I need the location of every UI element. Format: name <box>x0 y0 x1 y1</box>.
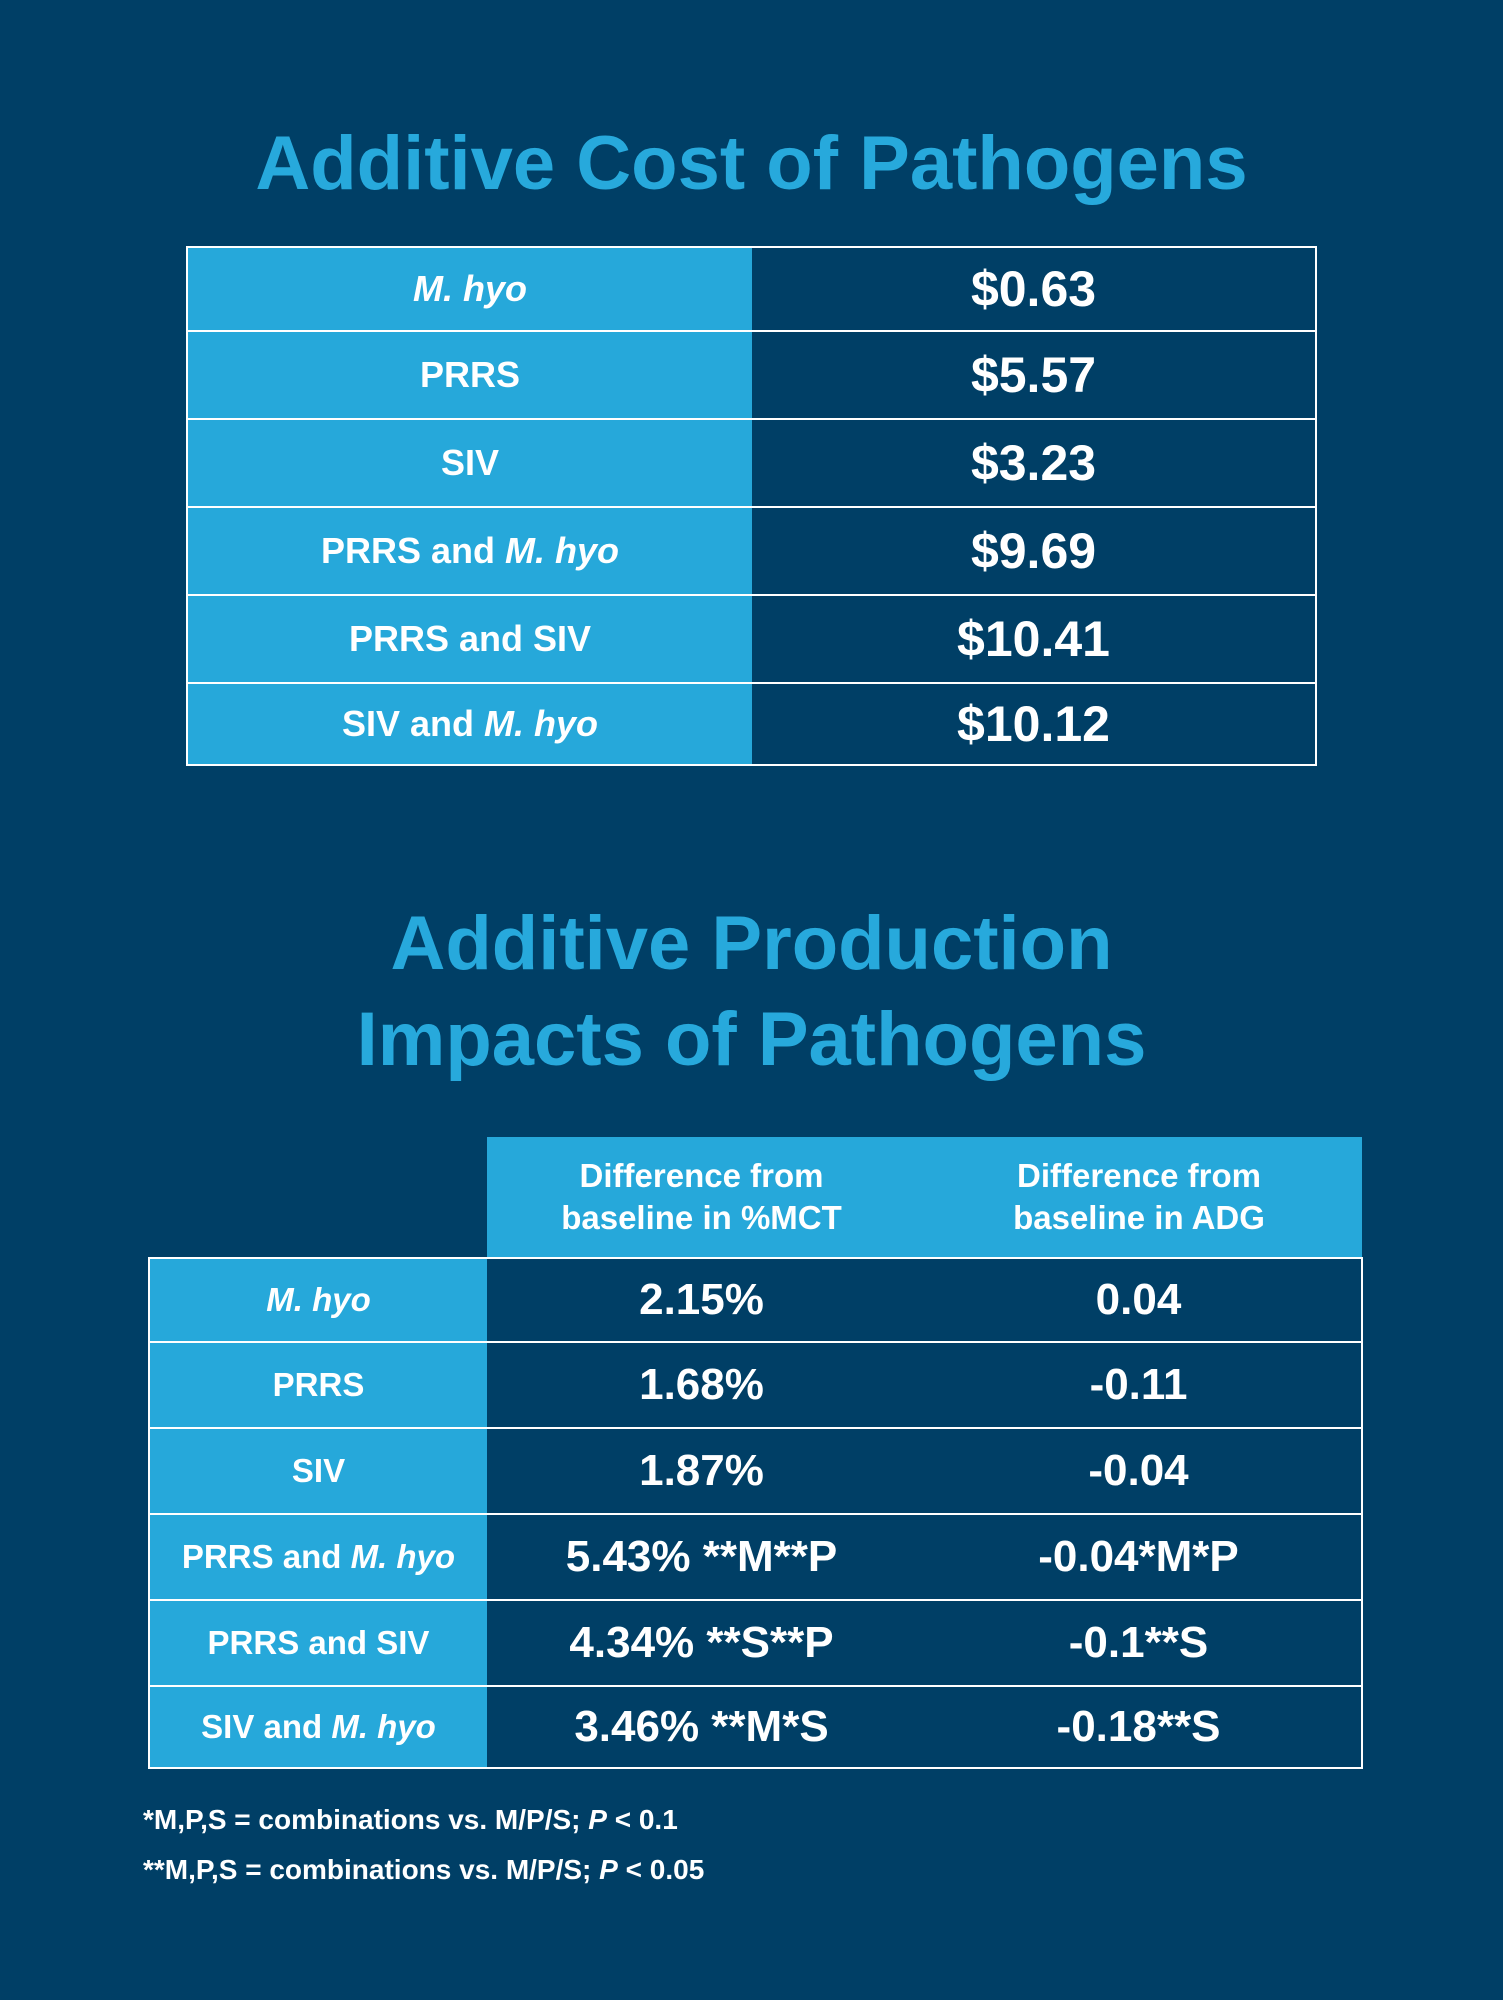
row-label: PRRS and SIV <box>187 594 752 683</box>
impact-table: Difference from baseline in %MCT Differen… <box>148 1137 1363 1769</box>
label-italic: M. hyo <box>350 1538 456 1575</box>
adg-value: 0.04 <box>916 1257 1363 1342</box>
label-plain: SIV and <box>341 703 485 744</box>
table-row: SIV 1.87% -0.04 <box>148 1427 1363 1514</box>
table-row: PRRS and SIV $10.41 <box>187 594 1316 683</box>
row-label: M. hyo <box>148 1257 487 1342</box>
header-line-2: baseline in %MCT <box>561 1199 842 1236</box>
cost-value: $10.41 <box>752 594 1316 683</box>
adg-value: -0.11 <box>916 1341 1363 1428</box>
cost-table-title: Additive Cost of Pathogens <box>255 121 1248 206</box>
mct-value: 4.34% **S**P <box>487 1599 916 1686</box>
row-label: SIV and M. hyo <box>148 1685 487 1769</box>
row-label: SIV <box>187 418 752 507</box>
header-line-1: Difference from <box>1017 1157 1261 1194</box>
table-row: PRRS and M. hyo 5.43% **M**P -0.04*M*P <box>148 1513 1363 1600</box>
footnote-italic: P <box>599 1854 618 1885</box>
table-row: SIV and M. hyo 3.46% **M*S -0.18**S <box>148 1685 1363 1769</box>
footnote-significance-0-05: **M,P,S = combinations vs. M/P/S; P < 0.… <box>143 1853 704 1887</box>
column-header-mct: Difference from baseline in %MCT <box>487 1137 916 1258</box>
header-line-2: baseline in ADG <box>1013 1199 1265 1236</box>
row-label: PRRS and M. hyo <box>148 1513 487 1600</box>
footnote-significance-0-1: *M,P,S = combinations vs. M/P/S; P < 0.1 <box>143 1803 678 1837</box>
table-row: PRRS 1.68% -0.11 <box>148 1341 1363 1428</box>
adg-value: -0.04 <box>916 1427 1363 1514</box>
table-row: PRRS $5.57 <box>187 330 1316 419</box>
mct-value: 2.15% <box>487 1257 916 1342</box>
mct-value: 1.68% <box>487 1341 916 1428</box>
row-label: PRRS <box>148 1341 487 1428</box>
row-label: M. hyo <box>187 247 752 331</box>
label-italic: M. hyo <box>331 1708 436 1745</box>
column-header-adg: Difference from baseline in ADG <box>916 1137 1362 1258</box>
mct-value: 5.43% **M**P <box>487 1513 916 1600</box>
table-row: SIV $3.23 <box>187 418 1316 507</box>
label-plain: PRRS <box>272 1366 365 1403</box>
label-italic: M. hyo <box>505 530 620 571</box>
label-plain: PRRS and <box>181 1538 351 1575</box>
footnote-prefix: *M,P,S = combinations vs. M/P/S; <box>143 1804 589 1835</box>
table-row: M. hyo 2.15% 0.04 <box>148 1257 1363 1342</box>
adg-value: -0.18**S <box>916 1685 1363 1769</box>
label-plain: PRRS and SIV <box>207 1624 430 1661</box>
header-line-1: Difference from <box>579 1157 824 1194</box>
table-row: PRRS and SIV 4.34% **S**P -0.1**S <box>148 1599 1363 1686</box>
row-label: SIV <box>148 1427 487 1514</box>
mct-value: 3.46% **M*S <box>487 1685 916 1769</box>
label-plain: SIV and <box>201 1708 332 1745</box>
title-line-1: Additive Production <box>390 901 1113 986</box>
label-italic: M. hyo <box>266 1281 371 1318</box>
label-plain: PRRS and <box>320 530 506 571</box>
cost-value: $5.57 <box>752 330 1316 419</box>
cost-table: M. hyo $0.63 PRRS $5.57 SIV $3.23 PRRS a… <box>186 246 1317 766</box>
cost-value: $9.69 <box>752 506 1316 595</box>
row-label: PRRS <box>187 330 752 419</box>
table-row: SIV and M. hyo $10.12 <box>187 682 1316 765</box>
adg-value: -0.1**S <box>916 1599 1363 1686</box>
table-row: M. hyo $0.63 <box>187 247 1316 331</box>
adg-value: -0.04*M*P <box>916 1513 1363 1600</box>
title-line-2: Impacts of Pathogens <box>356 997 1147 1082</box>
cost-value: $0.63 <box>752 247 1316 331</box>
footnote-italic: P <box>588 1804 607 1835</box>
footnote-suffix: < 0.05 <box>617 1854 705 1885</box>
mct-value: 1.87% <box>487 1427 916 1514</box>
label-italic: M. hyo <box>484 703 599 744</box>
cost-value: $10.12 <box>752 682 1316 765</box>
label-plain: SIV <box>291 1452 346 1489</box>
row-label: PRRS and M. hyo <box>187 506 752 595</box>
header-corner <box>149 1137 487 1258</box>
row-label: SIV and M. hyo <box>187 682 752 765</box>
label-plain: SIV <box>440 442 500 483</box>
table-row: PRRS and M. hyo $9.69 <box>187 506 1316 595</box>
label-plain: PRRS <box>419 354 521 395</box>
label-italic: M. hyo <box>413 268 527 309</box>
cost-value: $3.23 <box>752 418 1316 507</box>
footnote-prefix: **M,P,S = combinations vs. M/P/S; <box>143 1854 600 1885</box>
row-label: PRRS and SIV <box>148 1599 487 1686</box>
label-plain: PRRS and SIV <box>348 618 592 659</box>
header-row: Difference from baseline in %MCT Differen… <box>149 1137 1362 1258</box>
footnote-suffix: < 0.1 <box>606 1804 678 1835</box>
impact-table-title: Additive Production Impacts of Pathogens <box>0 896 1503 1088</box>
